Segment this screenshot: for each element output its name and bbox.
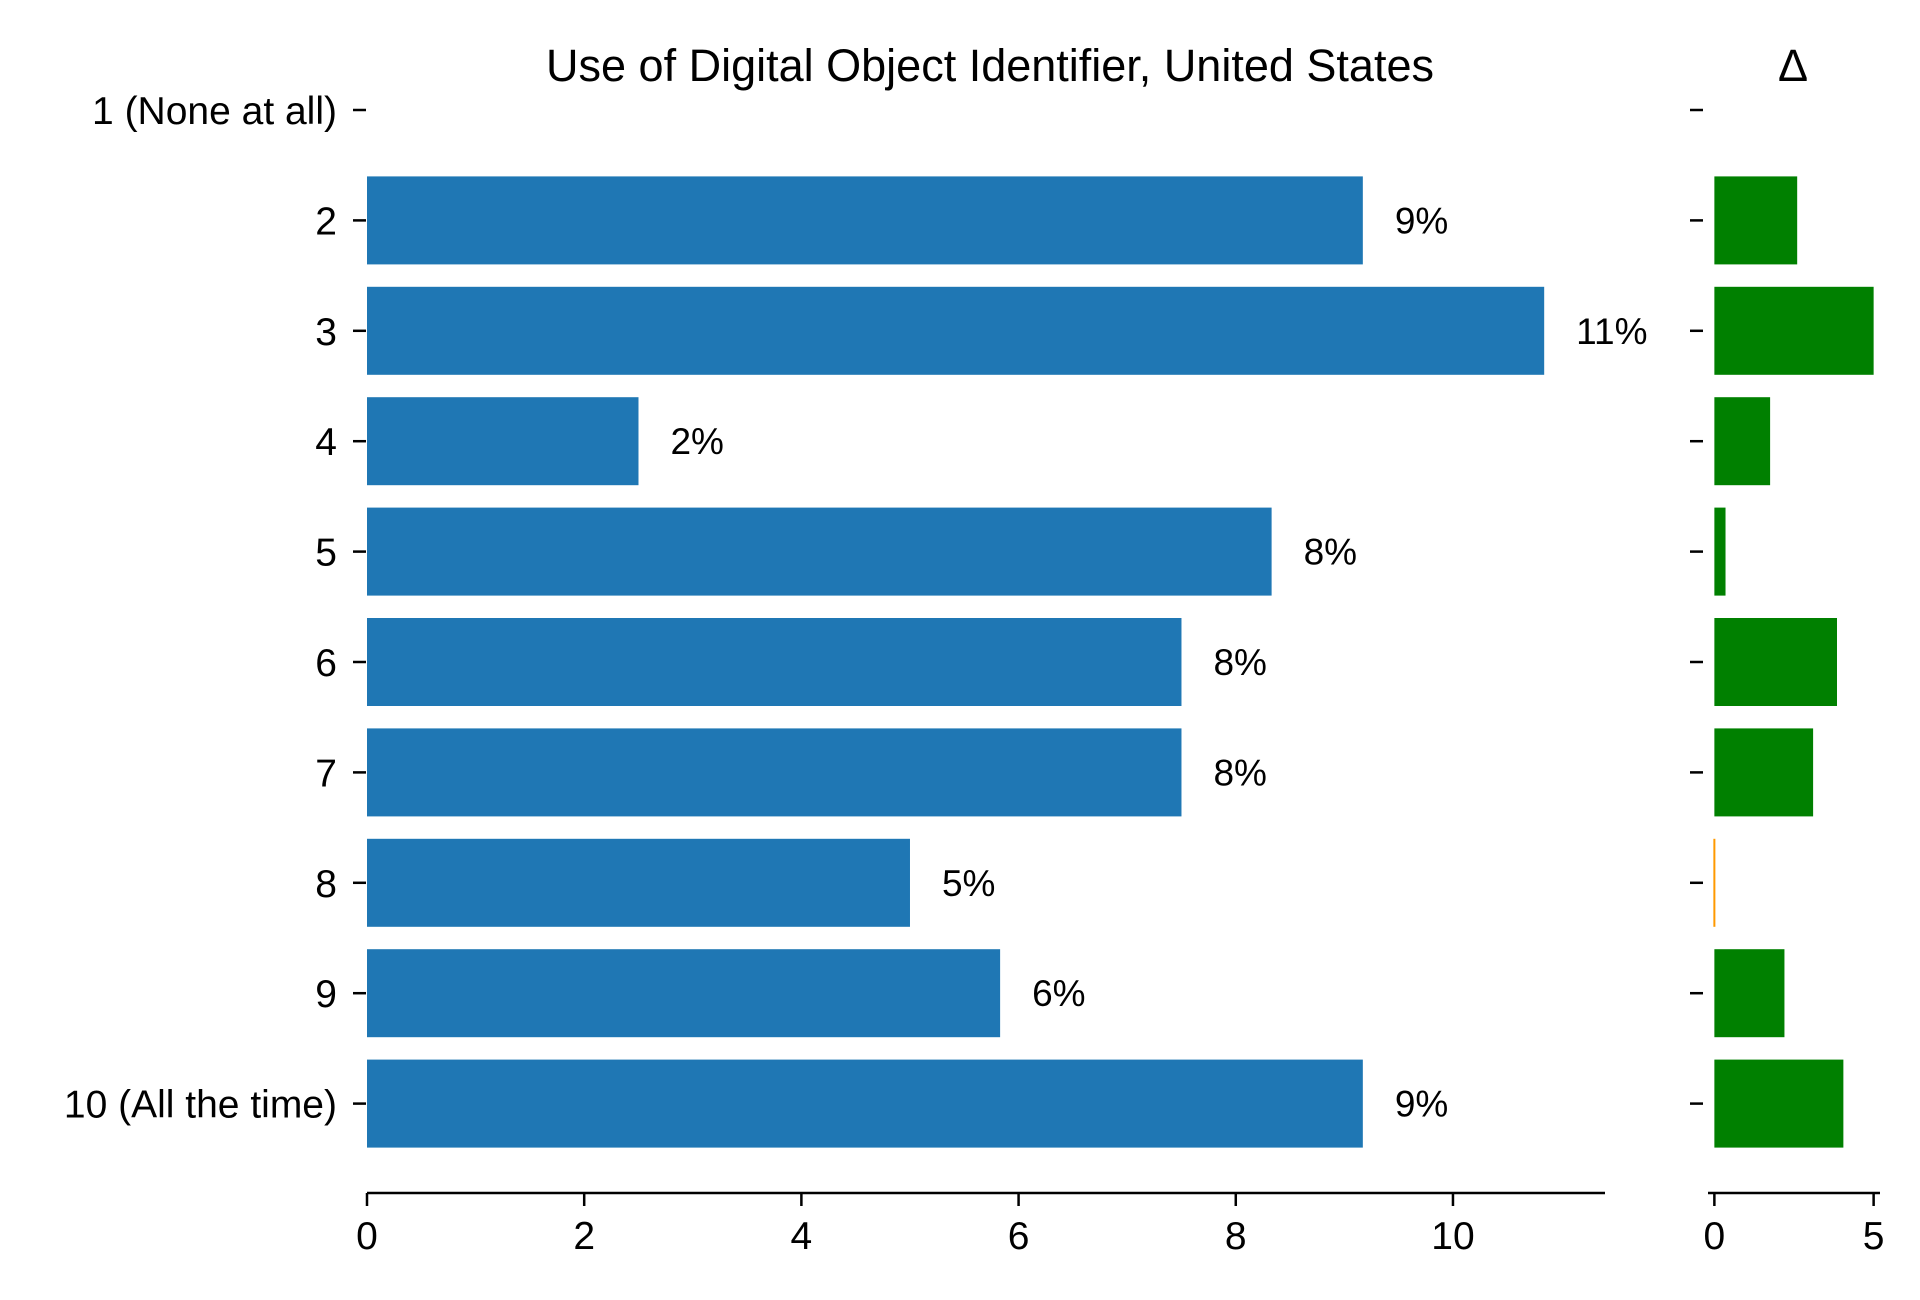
delta-bar bbox=[1714, 286, 1874, 375]
main-ytick-label: 3 bbox=[315, 311, 337, 354]
delta-bar bbox=[1714, 176, 1798, 265]
main-bar-data-label: 9% bbox=[1395, 200, 1448, 241]
main-xtick-label: 10 bbox=[1431, 1215, 1474, 1258]
main-bar-data-label: 6% bbox=[1032, 973, 1085, 1014]
main-ytick-label: 4 bbox=[315, 421, 337, 464]
delta-bar bbox=[1714, 397, 1771, 486]
main-bar-data-label: 8% bbox=[1213, 752, 1266, 793]
main-bar bbox=[367, 176, 1363, 265]
main-bar bbox=[367, 1059, 1363, 1148]
main-bar bbox=[367, 286, 1545, 375]
main-bar bbox=[367, 618, 1182, 706]
main-xtick-label: 8 bbox=[1225, 1215, 1247, 1258]
main-ytick-label: 9 bbox=[315, 973, 337, 1016]
main-xtick-label: 4 bbox=[791, 1215, 813, 1258]
main-ytick-label: 5 bbox=[315, 532, 337, 575]
main-ytick-label: 7 bbox=[315, 752, 337, 795]
main-bar-panel: 1 (None at all) 2 9% 3 11% 4 2% 5 8% 6 8% 7 8% 8 5% 9 6%… bbox=[64, 90, 1648, 1258]
main-ytick-label: 10 (All the time) bbox=[64, 1084, 337, 1127]
main-bar bbox=[367, 507, 1272, 596]
main-bar-data-label: 8% bbox=[1213, 642, 1266, 683]
main-bar bbox=[367, 838, 910, 927]
main-bar bbox=[367, 728, 1182, 817]
delta-bar bbox=[1714, 507, 1726, 596]
main-ytick-label: 1 (None at all) bbox=[92, 90, 337, 133]
main-bar-data-label: 8% bbox=[1304, 532, 1357, 573]
delta-bar-zero bbox=[1713, 838, 1716, 927]
delta-panel-title: Δ bbox=[1778, 40, 1808, 91]
main-bar bbox=[367, 397, 639, 486]
main-xtick-label: 0 bbox=[356, 1215, 378, 1258]
delta-xtick-label: 0 bbox=[1704, 1215, 1726, 1258]
delta-bar bbox=[1714, 728, 1814, 817]
delta-xtick-label: 5 bbox=[1863, 1215, 1885, 1258]
main-bar bbox=[367, 949, 1001, 1038]
delta-bar bbox=[1714, 618, 1837, 706]
main-bar-data-label: 11% bbox=[1576, 311, 1647, 352]
delta-bar bbox=[1714, 949, 1785, 1038]
main-xtick-label: 2 bbox=[573, 1215, 595, 1258]
chart-title: Use of Digital Object Identifier, United… bbox=[546, 40, 1434, 91]
delta-bar bbox=[1714, 1059, 1844, 1148]
main-bar-data-label: 5% bbox=[942, 863, 995, 904]
main-ytick-label: 6 bbox=[315, 642, 337, 685]
main-ytick-label: 2 bbox=[315, 200, 337, 243]
main-bar-data-label: 2% bbox=[670, 421, 723, 462]
main-xtick-label: 6 bbox=[1008, 1215, 1030, 1258]
main-bar-data-label: 9% bbox=[1395, 1084, 1448, 1125]
main-ytick-label: 8 bbox=[315, 863, 337, 906]
